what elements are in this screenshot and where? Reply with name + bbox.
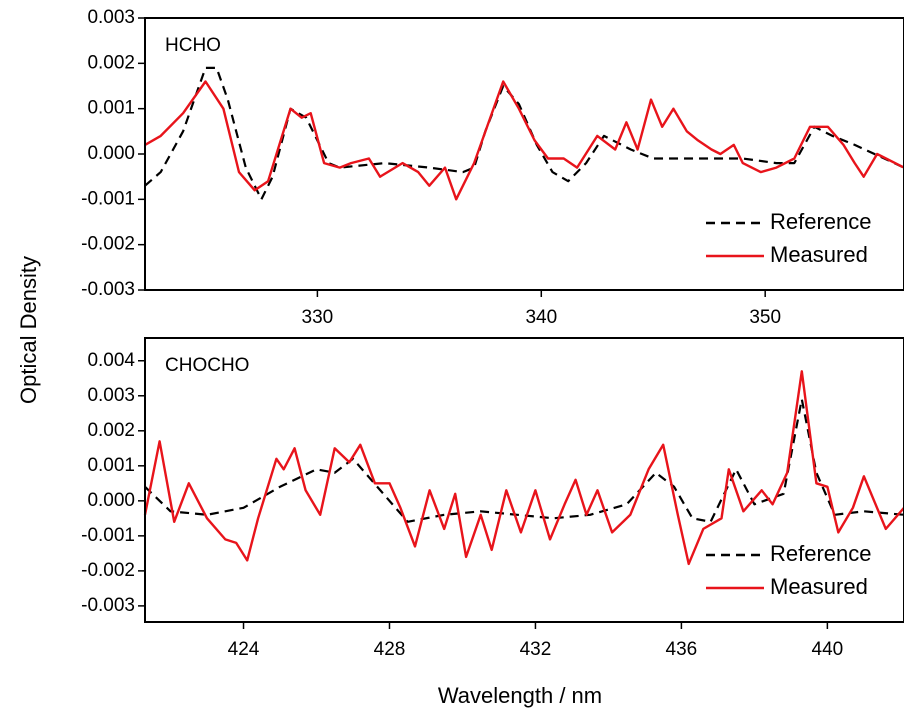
y-tick-label: -0.001 (81, 188, 135, 209)
y-tick-label: 0.001 (87, 455, 135, 476)
series-line (143, 370, 904, 566)
y-tick-label: -0.003 (81, 595, 135, 616)
y-tick-label: 0.002 (87, 52, 135, 73)
legend-label: Reference (770, 541, 872, 566)
y-tick-label: -0.002 (81, 234, 135, 255)
y-tick-label: 0.002 (87, 420, 135, 441)
y-tick-label: 0.001 (87, 98, 135, 119)
x-axis-label: Wavelength / nm (438, 683, 602, 708)
series-line (144, 80, 904, 201)
x-tick-label: 350 (749, 307, 781, 328)
x-tick-label: 428 (374, 639, 406, 660)
legend-label: Measured (770, 242, 868, 267)
y-tick-label: 0.003 (87, 385, 135, 406)
y-tick-label: 0.004 (87, 350, 135, 371)
y-tick-label: 0.000 (87, 143, 135, 164)
x-tick-label: 440 (812, 639, 844, 660)
panel-label: CHOCHO (165, 355, 249, 376)
x-tick-label: 432 (520, 639, 552, 660)
legend-label: Reference (770, 209, 872, 234)
plot-frame (144, 337, 904, 623)
x-tick-label: 340 (525, 307, 557, 328)
y-axis-label: Optical Density (16, 256, 41, 404)
y-tick-label: -0.003 (81, 279, 135, 300)
x-tick-label: 436 (666, 639, 698, 660)
y-tick-label: -0.001 (81, 525, 135, 546)
y-tick-label: -0.002 (81, 560, 135, 581)
series-line (144, 398, 904, 523)
y-tick-label: 0.000 (87, 490, 135, 511)
y-tick-label: 0.003 (87, 7, 135, 28)
x-tick-label: 424 (228, 639, 260, 660)
series-line (144, 66, 904, 201)
plot-frame (144, 17, 904, 291)
legend-label: Measured (770, 574, 868, 599)
panel-label: HCHO (165, 35, 221, 56)
x-tick-label: 330 (302, 307, 334, 328)
